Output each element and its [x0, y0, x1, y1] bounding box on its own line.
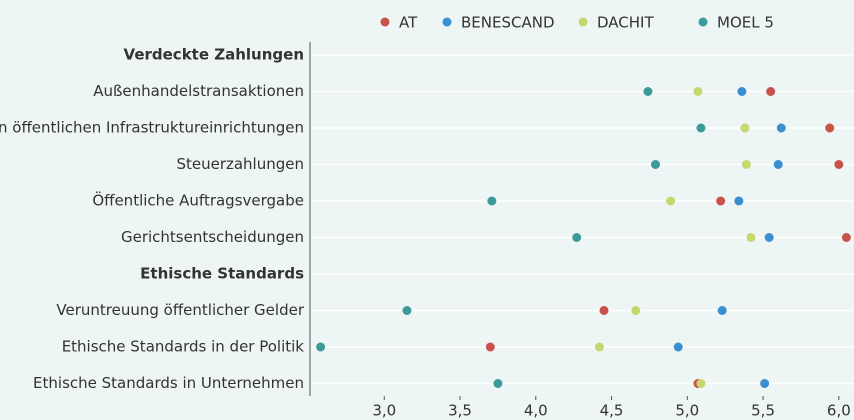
- row-label: Veruntreuung öffentlicher Gelder: [56, 301, 304, 319]
- x-tick-label: 5,0: [675, 402, 699, 420]
- dot: [766, 87, 776, 96]
- dot: [643, 87, 653, 96]
- dot: [631, 306, 641, 315]
- legend-marker: [578, 17, 588, 27]
- dot: [696, 123, 706, 133]
- row-label: Öffentliche Auftragsvergabe: [92, 191, 304, 210]
- x-tick-label: 3,5: [448, 402, 472, 420]
- group-header: Ethische Standards: [140, 265, 304, 283]
- dot: [834, 160, 844, 169]
- dot: [650, 160, 660, 169]
- dot: [599, 306, 609, 315]
- legend-label: AT: [399, 14, 418, 32]
- dot: [737, 87, 747, 96]
- row-label: Außenhandelstransaktionen: [93, 82, 304, 100]
- dot: [734, 196, 744, 206]
- dot: [572, 233, 582, 242]
- dot: [717, 306, 727, 315]
- x-tick-label: 5,5: [751, 402, 775, 420]
- x-tick-label: 4,5: [600, 402, 624, 420]
- dot: [764, 233, 774, 242]
- dot: [741, 160, 751, 169]
- dot: [493, 379, 503, 388]
- x-tick-label: 3,0: [372, 402, 396, 420]
- x-tick-label: 6,0: [827, 402, 851, 420]
- legend-marker: [698, 17, 708, 27]
- legend-label: MOEL 5: [717, 14, 774, 32]
- dot: [696, 379, 706, 388]
- legend-marker: [442, 17, 452, 27]
- dot: [693, 87, 703, 96]
- dot: [841, 233, 851, 242]
- dot: [316, 342, 326, 352]
- row-label: Gerichtsentscheidungen: [121, 228, 304, 246]
- dot: [485, 342, 495, 352]
- x-tick-label: 4,0: [524, 402, 548, 420]
- dot: [666, 196, 676, 206]
- dot: [740, 123, 750, 133]
- dot: [487, 196, 497, 206]
- row-label: Vergabe von öffentlichen Infrastrukturei…: [0, 119, 304, 137]
- legend-label: DACHIT: [597, 14, 654, 32]
- group-header: Verdeckte Zahlungen: [124, 46, 304, 64]
- dot: [746, 233, 756, 242]
- legend-marker: [380, 17, 390, 27]
- row-label: Ethische Standards in der Politik: [62, 338, 305, 356]
- dot: [673, 342, 683, 352]
- dot: [760, 379, 770, 388]
- dot: [594, 342, 604, 352]
- dot: [776, 123, 786, 133]
- legend-label: BENESCAND: [461, 14, 555, 32]
- row-label: Steuerzahlungen: [176, 155, 304, 173]
- dot: [402, 306, 412, 315]
- dot: [825, 123, 835, 133]
- row-label: Ethische Standards in Unternehmen: [33, 374, 304, 392]
- dot: [773, 160, 783, 169]
- dot: [716, 196, 726, 206]
